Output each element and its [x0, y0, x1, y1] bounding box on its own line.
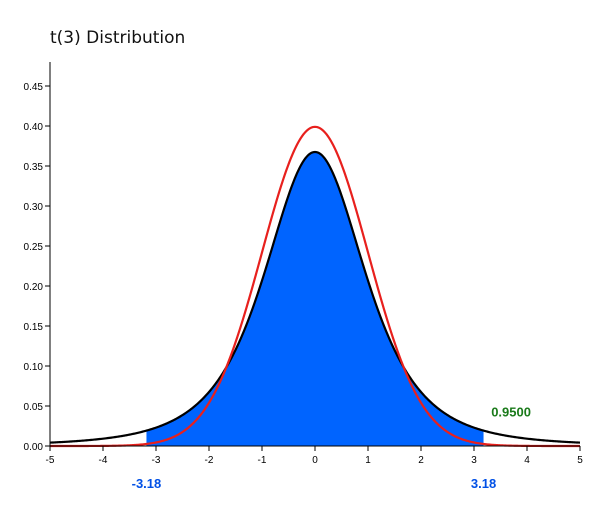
y-tick-label: 0.10	[24, 362, 44, 373]
y-tick-label: 0.15	[24, 322, 44, 333]
y-tick-label: 0.00	[24, 442, 44, 453]
x-tick-label: 1	[365, 455, 371, 466]
x-tick-label: 0	[312, 455, 318, 466]
normal-density-curve	[50, 125, 580, 448]
probability-label: 0.9500	[491, 404, 531, 419]
x-tick-label: -3	[152, 455, 161, 466]
shaded-area	[146, 151, 484, 446]
x-tick-label: 5	[577, 455, 583, 466]
y-tick-label: 0.35	[24, 162, 44, 173]
x-tick-label: -2	[205, 455, 214, 466]
y-tick-label: 0.40	[24, 122, 44, 133]
chart-title: t(3) Distribution	[50, 28, 186, 48]
x-tick-label: 3	[471, 455, 477, 466]
critical-value-label: -3.18	[132, 476, 162, 491]
y-tick-label: 0.45	[24, 82, 44, 93]
x-tick-label: 2	[418, 455, 424, 466]
y-tick-label: 0.20	[24, 282, 44, 293]
x-tick-label: -1	[258, 455, 267, 466]
y-tick-label: 0.25	[24, 242, 44, 253]
t-density-curve	[49, 150, 581, 444]
x-tick-label: -5	[46, 455, 55, 466]
critical-value-label: 3.18	[471, 476, 496, 491]
x-tick-label: -4	[99, 455, 108, 466]
y-tick-label: 0.05	[24, 402, 44, 413]
x-tick-label: 4	[524, 455, 530, 466]
y-tick-label: 0.30	[24, 202, 44, 213]
